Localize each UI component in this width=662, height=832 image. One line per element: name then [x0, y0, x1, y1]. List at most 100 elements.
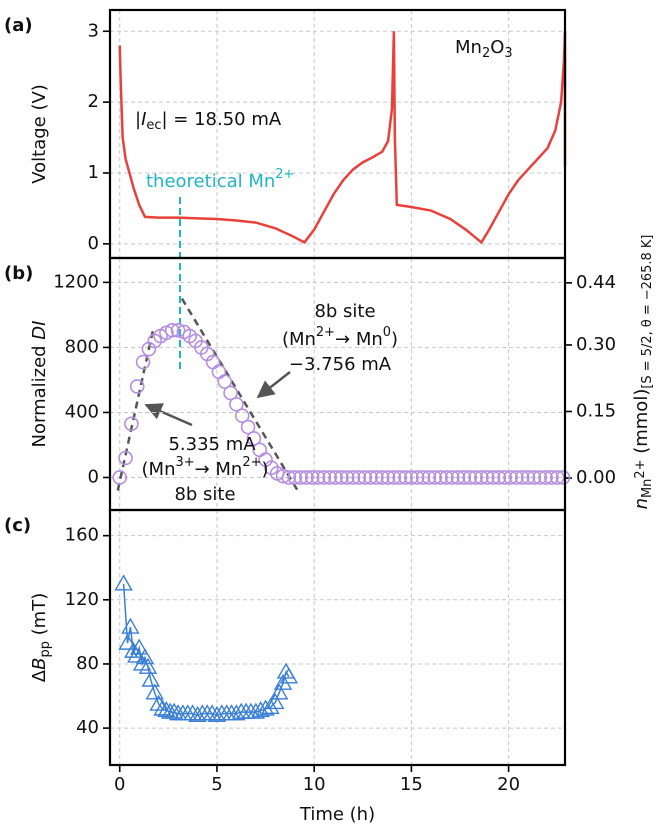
data-point	[275, 468, 291, 484]
data-point	[433, 470, 448, 485]
text-part: theoretical Mn	[146, 171, 275, 192]
data-point	[386, 470, 402, 485]
data-point	[279, 667, 299, 684]
data-point	[127, 646, 146, 663]
y-tick-label: 0	[88, 233, 99, 254]
data-point	[357, 470, 373, 485]
x-tick-label: 10	[303, 774, 326, 795]
data-point	[269, 683, 289, 700]
text-part: I	[141, 109, 146, 130]
y-tick-label: 1200	[53, 271, 99, 292]
text-part: (Mn	[142, 459, 176, 480]
y-tick-label: 800	[65, 336, 99, 357]
text-part: Mn	[455, 37, 482, 58]
text-part: Mn	[640, 479, 655, 498]
text-part: −3.756 mA	[289, 354, 392, 375]
data-point	[509, 470, 524, 485]
panel-label: (b)	[4, 263, 33, 284]
data-point	[138, 657, 158, 674]
data-point	[217, 374, 233, 389]
text-part: 2+	[316, 325, 335, 340]
data-point	[538, 470, 553, 485]
data-point	[266, 693, 285, 710]
panel-label: (a)	[4, 15, 33, 36]
data-point	[456, 470, 472, 485]
data-point	[450, 470, 466, 485]
data-point	[345, 470, 361, 485]
plot-frame	[108, 508, 567, 767]
data-point	[183, 704, 202, 721]
text-part: 2	[482, 46, 490, 61]
data-point	[316, 470, 332, 485]
annotation: Mn2O3	[455, 37, 513, 61]
text-part: |	[135, 109, 141, 130]
y-tick-label: 160	[65, 525, 99, 546]
data-point	[129, 638, 149, 655]
data-point	[118, 450, 133, 466]
data-line	[118, 31, 567, 245]
text-part: ec	[146, 118, 161, 133]
data-point	[520, 470, 536, 485]
data-point	[135, 354, 151, 370]
text-part: DI	[29, 321, 50, 340]
text-part: Δ	[29, 669, 50, 682]
y2-tick-label: 0.44	[576, 272, 616, 293]
data-point	[322, 470, 338, 485]
arrow	[144, 403, 193, 427]
data-point	[485, 470, 501, 485]
data-point	[339, 470, 355, 485]
data-point	[310, 470, 326, 485]
annotation: 5.335 mA	[168, 434, 256, 455]
data-point	[118, 633, 137, 650]
x-tick-label: 15	[400, 774, 423, 795]
data-point	[124, 416, 139, 432]
data-point	[544, 470, 559, 485]
data-point	[398, 470, 413, 485]
y-tick-label: 80	[76, 653, 99, 674]
x-tick-label: 20	[497, 774, 520, 795]
data-point	[479, 470, 495, 485]
y2-axis-label: nMn2+ (mmol)[S = 5/2, θ = −265.8 K]	[631, 235, 655, 510]
data-point	[121, 617, 140, 634]
data-point	[223, 385, 238, 401]
text-part: 0	[383, 325, 391, 340]
data-point	[491, 470, 507, 485]
text-part: (mT)	[29, 593, 50, 641]
y-tick-label: 400	[65, 401, 99, 422]
data-point	[304, 470, 320, 485]
data-point	[149, 694, 168, 711]
text-part: 2+	[242, 455, 261, 470]
y-tick-label: 40	[76, 717, 99, 738]
data-point	[369, 470, 384, 485]
text-part: O	[490, 37, 504, 58]
text-part: 8b site	[174, 484, 235, 505]
data-point	[526, 470, 542, 485]
data-point	[462, 470, 478, 485]
data-point	[164, 323, 180, 338]
data-point	[421, 470, 437, 485]
annotation: |Iec| = 18.50 mA	[135, 109, 282, 133]
data-point	[514, 470, 530, 485]
y-tick-label: 1	[88, 162, 99, 183]
text-part: 5.335 mA	[168, 434, 256, 455]
data-point	[299, 470, 314, 485]
data-point	[202, 704, 222, 721]
y-tick-label: 120	[65, 589, 99, 610]
annotation: −3.756 mA	[289, 354, 392, 375]
data-point	[234, 408, 250, 424]
data-point	[112, 470, 128, 485]
data-point	[404, 470, 419, 485]
text-part: 2+	[633, 460, 648, 479]
data-point	[532, 470, 548, 485]
text-part: [S = 5/2, θ = −265.8 K]	[640, 235, 655, 389]
data-point	[549, 470, 565, 485]
annotation: 8b site	[174, 484, 235, 505]
y2-tick-label: 0.00	[576, 467, 616, 488]
y2-tick-label: 0.30	[576, 334, 616, 355]
data-point	[503, 470, 518, 485]
text-part: 8b site	[314, 301, 375, 322]
data-point	[207, 705, 227, 722]
data-point	[555, 470, 571, 485]
reference-label: theoretical Mn2+	[146, 167, 294, 193]
text-part: (Mn	[282, 329, 316, 350]
